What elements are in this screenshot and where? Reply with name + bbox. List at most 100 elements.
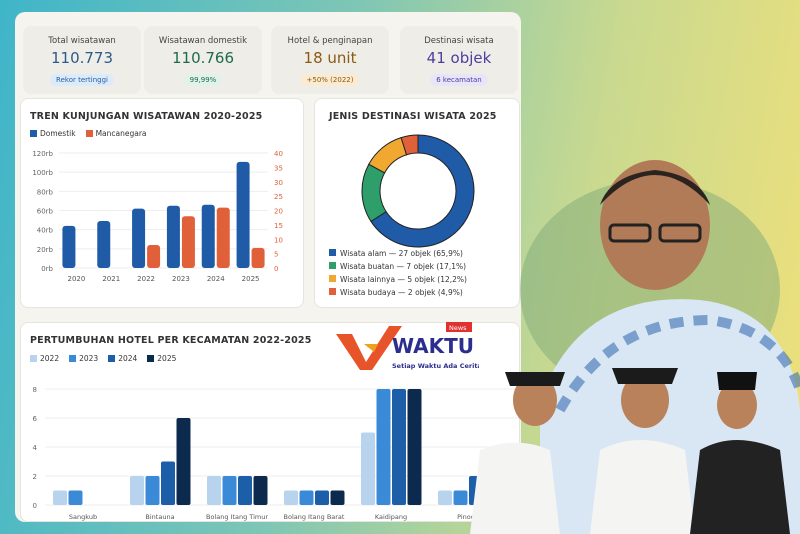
kpi-badge: Rekor tertinggi xyxy=(50,74,114,86)
legend-label: Wisata alam — 27 objek (65,9%) xyxy=(340,249,463,258)
donut-slice xyxy=(361,163,387,223)
legend-label: Wisata buatan — 7 objek (17,1%) xyxy=(340,262,467,271)
y-right-tick: 40 xyxy=(274,150,283,158)
legend-swatch xyxy=(329,249,336,256)
x-tick: Pinoga xyxy=(457,513,479,521)
logo-tagline: Setiap Waktu Ada Cerita xyxy=(392,362,479,370)
legend-item: Wisata budaya — 2 objek (4,9%) xyxy=(329,286,467,299)
bar-domestik-2022 xyxy=(132,208,146,268)
kpi-label: Wisatawan domestik xyxy=(158,36,248,46)
y-right-tick: 5 xyxy=(274,251,278,259)
y-tick: 2 xyxy=(33,473,37,481)
x-tick: Bintauna xyxy=(145,513,174,521)
kpi-label: Total wisatawan xyxy=(48,36,116,46)
bar-2022-Sangkub xyxy=(53,490,67,505)
legend-item: 2023 xyxy=(69,354,98,363)
bar-domestik-2020 xyxy=(62,225,76,268)
donut-slice xyxy=(368,136,408,174)
x-tick: 2024 xyxy=(207,275,225,283)
bar-2025-Bolang Itang Timur xyxy=(253,476,268,505)
y-left-tick: 100rb xyxy=(32,169,53,177)
officials-photo xyxy=(470,160,800,534)
kpi-value: 18 unit xyxy=(303,49,357,67)
legend-item: 2025 xyxy=(147,354,176,363)
y-tick: 6 xyxy=(33,415,38,423)
x-tick: 2020 xyxy=(68,275,86,283)
kpi-badge: 99,99% xyxy=(183,74,223,86)
trend-chart-card: TREN KUNJUNGAN WISATAWAN 2020-2025 Domes… xyxy=(20,98,304,308)
bar-2022-Kaidipang xyxy=(361,432,375,505)
bar-mancanegara-2022 xyxy=(147,245,161,268)
y-tick: 4 xyxy=(33,444,38,452)
trend-chart: 0rb20rb40rb60rb80rb100rb120rb05101520253… xyxy=(32,150,283,283)
y-right-tick: 0 xyxy=(274,265,278,273)
legend-label: Wisata lainnya — 5 objek (12,2%) xyxy=(340,275,467,284)
y-right-tick: 35 xyxy=(274,164,283,172)
y-tick: 8 xyxy=(33,386,37,394)
donut-slice xyxy=(400,134,419,156)
bar-mancanegara-2024 xyxy=(216,207,230,268)
y-left-tick: 80rb xyxy=(37,188,54,196)
legend-item: Domestik xyxy=(30,129,76,138)
bar-2025-Kaidipang xyxy=(407,389,422,505)
y-right-tick: 25 xyxy=(274,193,283,201)
x-tick: Kaidipang xyxy=(375,513,407,521)
kpi-value: 110.773 xyxy=(50,49,114,67)
y-tick: 0 xyxy=(33,502,37,510)
donut-chart-card: JENIS DESTINASI WISATA 2025 Wisata alam … xyxy=(314,98,520,308)
y-left-tick: 20rb xyxy=(37,246,54,254)
bar-2025-Bolang Itang Barat xyxy=(330,490,345,505)
bar-2023-Bolang Itang Timur xyxy=(222,476,237,505)
x-tick: 2025 xyxy=(242,275,260,283)
bar-2023-Bintauna xyxy=(145,476,160,505)
y-left-tick: 60rb xyxy=(37,208,54,216)
donut-legend: Wisata alam — 27 objek (65,9%) Wisata bua… xyxy=(329,247,467,299)
kpi-label: Destinasi wisata xyxy=(424,36,494,46)
donut-chart xyxy=(361,134,475,248)
legend-item: 2022 xyxy=(30,354,59,363)
legend-item: Mancanegara xyxy=(85,129,147,138)
chart-legend: 2022 2023 2024 2025 xyxy=(30,354,176,363)
donut-slice xyxy=(370,134,475,248)
bar-2023-Sangkub xyxy=(68,490,83,505)
kpi-value: 41 objek xyxy=(426,49,492,67)
y-right-tick: 30 xyxy=(274,179,283,187)
bar-2022-Bintauna xyxy=(130,476,144,505)
chart-title: TREN KUNJUNGAN WISATAWAN 2020-2025 xyxy=(30,111,263,122)
dashboard-panel: Total wisatawan 110.773 Rekor tertinggi … xyxy=(15,12,521,522)
legend-label: Wisata budaya — 2 objek (4,9%) xyxy=(340,288,463,297)
bar-2024-Bolang Itang Timur xyxy=(238,476,252,505)
x-tick: 2023 xyxy=(172,275,190,283)
bar-2024-Bolang Itang Barat xyxy=(315,490,329,505)
x-tick: Bolang Itang Barat xyxy=(284,513,345,521)
kpi-hotel: Hotel & penginapan 18 unit +50% (2022) xyxy=(271,26,389,94)
logo-text: WAKTU xyxy=(392,334,474,358)
legend-swatch xyxy=(329,288,336,295)
kpi-label: Hotel & penginapan xyxy=(287,36,373,46)
bar-2022-Bolang Itang Timur xyxy=(207,476,221,505)
logo-badge: News xyxy=(449,324,467,332)
bar-domestik-2021 xyxy=(97,221,111,268)
kpi-total-wisatawan: Total wisatawan 110.773 Rekor tertinggi xyxy=(23,26,141,94)
chart-title: PERTUMBUHAN HOTEL PER KECAMATAN 2022-202… xyxy=(30,335,312,346)
legend-swatch xyxy=(329,262,336,269)
y-left-tick: 40rb xyxy=(37,227,54,235)
bar-2022-Bolang Itang Barat xyxy=(284,490,298,505)
waktu-news-logo: WAKTU News Setiap Waktu Ada Cerita xyxy=(334,322,482,374)
y-left-tick: 0rb xyxy=(41,265,53,273)
x-tick: Sangkub xyxy=(69,513,97,521)
kpi-badge: +50% (2022) xyxy=(300,74,360,86)
bar-2023-Pinoga xyxy=(453,490,468,505)
legend-item: Wisata lainnya — 5 objek (12,2%) xyxy=(329,273,467,286)
bar-2023-Kaidipang xyxy=(376,389,391,505)
bar-domestik-2023 xyxy=(166,205,180,268)
bar-2024-Bintauna xyxy=(161,461,175,505)
bar-2024-Kaidipang xyxy=(392,389,406,505)
legend-item: Wisata alam — 27 objek (65,9%) xyxy=(329,247,467,260)
bar-mancanegara-2025 xyxy=(251,247,265,268)
bar-domestik-2024 xyxy=(201,204,215,268)
bar-mancanegara-2023 xyxy=(181,216,195,268)
kpi-wisatawan-domestik: Wisatawan domestik 110.766 99,99% xyxy=(144,26,262,94)
kpi-destinasi: Destinasi wisata 41 objek 6 kecamatan xyxy=(400,26,518,94)
legend-item: 2024 xyxy=(108,354,137,363)
